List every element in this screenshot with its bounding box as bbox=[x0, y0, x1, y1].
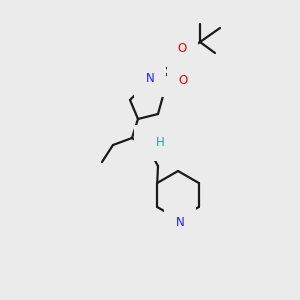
Text: O: O bbox=[177, 43, 187, 56]
Text: N: N bbox=[146, 136, 154, 149]
Text: N: N bbox=[176, 215, 184, 229]
Text: H: H bbox=[156, 136, 164, 149]
Text: O: O bbox=[178, 74, 188, 86]
Text: N: N bbox=[146, 73, 154, 85]
